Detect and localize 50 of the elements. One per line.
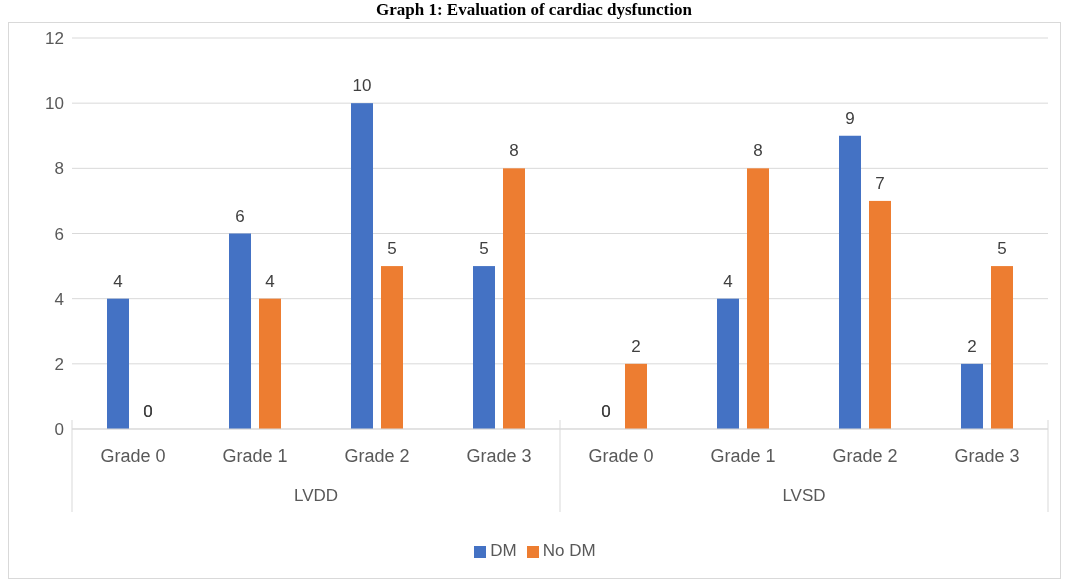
legend-label: DM — [490, 541, 517, 560]
data-label: 5 — [479, 239, 489, 259]
bar — [107, 298, 129, 429]
bar — [747, 168, 769, 429]
data-label: 0 — [601, 402, 611, 421]
x-tick-label: Grade 0 — [100, 445, 166, 466]
bar — [473, 266, 495, 429]
data-label: 8 — [753, 141, 763, 161]
data-label: 0 — [143, 402, 153, 421]
data-label: 2 — [631, 336, 641, 356]
bar — [839, 135, 861, 429]
bar — [259, 298, 281, 429]
data-label: 8 — [509, 141, 519, 161]
x-tick-label: Grade 3 — [466, 445, 532, 466]
data-label: 6 — [235, 206, 245, 226]
bar — [351, 103, 373, 429]
bar — [503, 168, 525, 429]
y-tick-label: 8 — [54, 159, 64, 179]
x-tick-label: Grade 2 — [344, 445, 410, 466]
bar — [381, 266, 403, 429]
data-label: 7 — [875, 173, 885, 193]
data-label: 5 — [997, 239, 1007, 259]
data-label: 4 — [723, 271, 733, 291]
text: LVSD — [781, 486, 827, 506]
x-tick-label: Grade 1 — [222, 445, 288, 466]
bar — [229, 233, 251, 429]
bar — [625, 363, 647, 429]
text: LVDD — [292, 486, 340, 506]
y-tick-label: 4 — [54, 289, 64, 309]
bar — [869, 200, 891, 429]
data-label: 9 — [845, 108, 855, 128]
x-tick-label: Grade 2 — [832, 445, 898, 466]
bar — [991, 266, 1013, 429]
x-tick-label: Grade 1 — [710, 445, 776, 466]
bar — [961, 363, 983, 429]
y-tick-label: 2 — [54, 354, 64, 374]
y-tick-label: 10 — [45, 94, 64, 114]
data-label: 2 — [967, 336, 977, 356]
legend-label: No DM — [542, 541, 596, 560]
data-label: 4 — [113, 271, 123, 291]
y-tick-label: 6 — [54, 224, 64, 244]
y-tick-label: 0 — [54, 420, 64, 440]
chart-title: Graph 1: Evaluation of cardiac dysfunction — [375, 0, 693, 20]
data-label: 10 — [352, 76, 372, 96]
data-label: 5 — [387, 239, 397, 259]
bar — [717, 298, 739, 429]
x-tick-label: Grade 3 — [954, 445, 1020, 466]
data-label: 4 — [265, 271, 275, 291]
x-tick-label: Grade 0 — [588, 445, 654, 466]
y-tick-label: 12 — [45, 29, 64, 49]
